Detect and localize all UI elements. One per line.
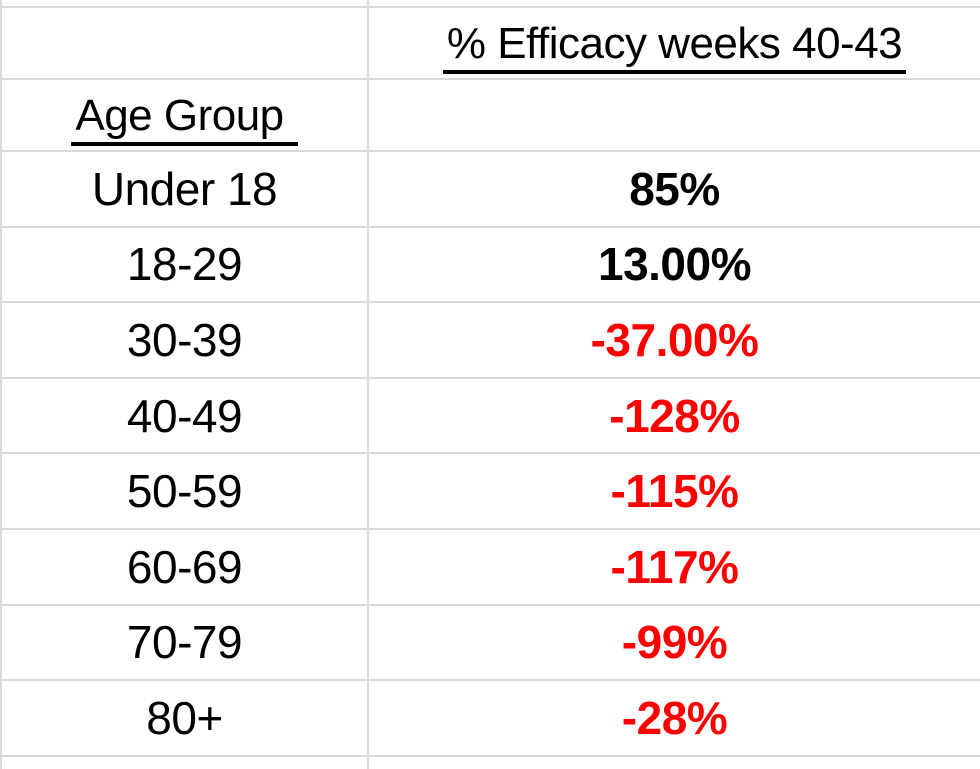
efficacy-cell[interactable]: -37.00% — [369, 303, 980, 379]
efficacy-cell[interactable]: 13.00% — [369, 228, 980, 304]
efficacy-value: -115% — [610, 465, 739, 518]
efficacy-value: -99% — [621, 616, 728, 669]
efficacy-cell[interactable]: -117% — [369, 530, 980, 606]
age-group-label: 80+ — [146, 691, 223, 744]
age-group-cell[interactable]: 50-59 — [2, 454, 369, 530]
age-group-label: Under 18 — [91, 162, 278, 215]
efficacy-value: 85% — [629, 162, 720, 215]
age-group-header-label: Age Group — [71, 91, 298, 146]
age-group-cell[interactable]: 70-79 — [2, 605, 369, 682]
efficacy-cell[interactable]: -128% — [369, 379, 980, 455]
age-group-cell[interactable]: Under 18 — [2, 152, 369, 228]
spreadsheet-cell[interactable] — [2, 0, 369, 8]
efficacy-cell[interactable]: 85% — [369, 152, 980, 228]
age-group-label: 70-79 — [126, 616, 243, 669]
efficacy-header-label: % Efficacy weeks 40-43 — [442, 19, 907, 74]
age-group-label: 18-29 — [126, 238, 243, 291]
age-group-cell[interactable]: 60-69 — [2, 529, 369, 606]
efficacy-cell[interactable]: -99% — [369, 606, 980, 682]
age-group-cell[interactable]: 40-49 — [2, 378, 369, 455]
efficacy-value: 13.00% — [597, 238, 752, 291]
efficacy-value: -117% — [610, 540, 739, 593]
age-group-cell[interactable]: 30-39 — [2, 303, 369, 379]
age-group-cell[interactable]: 18-29 — [2, 227, 369, 304]
spreadsheet-cell[interactable] — [369, 757, 980, 769]
spreadsheet-cell[interactable] — [369, 80, 980, 152]
spreadsheet-cell[interactable] — [2, 756, 369, 769]
spreadsheet-cell[interactable] — [2, 8, 369, 80]
efficacy-cell[interactable]: -28% — [369, 681, 980, 757]
age-group-label: 50-59 — [126, 465, 243, 518]
age-group-header-cell[interactable]: Age Group — [2, 80, 369, 152]
efficacy-value: -37.00% — [590, 313, 759, 366]
efficacy-header-cell[interactable]: % Efficacy weeks 40-43 — [369, 8, 980, 80]
age-group-cell[interactable]: 80+ — [2, 681, 369, 757]
age-group-label: 40-49 — [126, 389, 243, 442]
efficacy-cell[interactable]: -115% — [369, 454, 980, 530]
efficacy-value: -28% — [621, 691, 728, 744]
efficacy-value: -128% — [609, 389, 740, 442]
spreadsheet-cell[interactable] — [369, 0, 980, 8]
age-group-label: 30-39 — [126, 313, 243, 366]
age-group-label: 60-69 — [126, 540, 243, 593]
